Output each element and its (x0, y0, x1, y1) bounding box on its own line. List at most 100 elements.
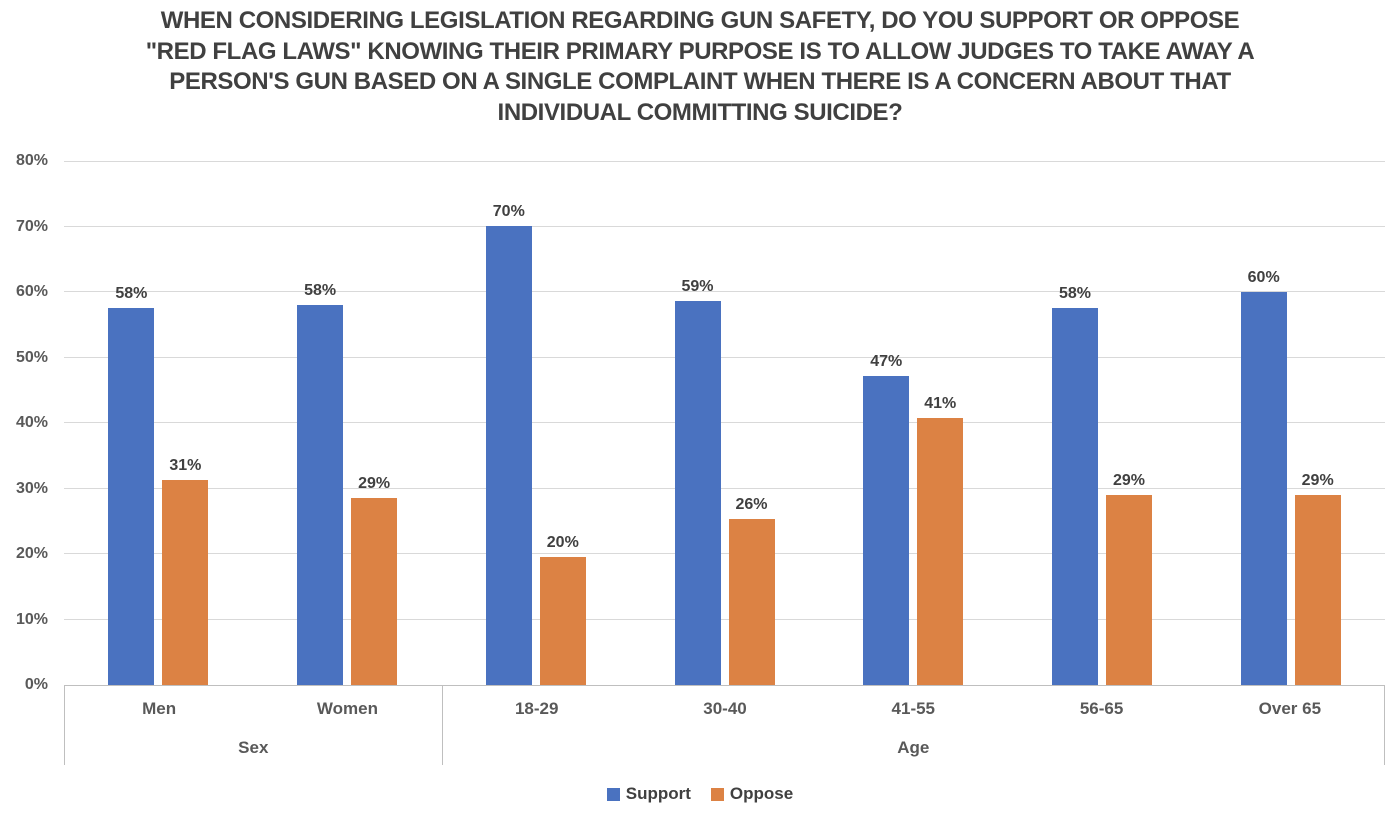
bar-value-label-oppose-56-65: 29% (1112, 472, 1145, 490)
bar-group-41-55: 47% 41% (819, 161, 1008, 685)
legend: Support Oppose (0, 784, 1400, 804)
bar-pair: 58% 31% (108, 161, 209, 685)
bar-group-30-40: 59% 26% (630, 161, 819, 685)
bar-value-label-oppose-18-29: 20% (546, 533, 579, 551)
gridline (64, 487, 1385, 489)
bar-support-56-65 (1051, 308, 1098, 685)
bar-column-support-30-40: 59% (674, 161, 721, 685)
legend-label-support: Support (625, 784, 691, 803)
legend-swatch-support (606, 787, 620, 801)
bar-pair: 58% 29% (1051, 161, 1152, 685)
chart-title-line-2: "RED FLAG LAWS" KNOWING THEIR PRIMARY PU… (145, 37, 1255, 65)
bar-group-56-65: 58% 29% (1008, 161, 1197, 685)
category-label-over-65: Over 65 (1258, 698, 1322, 718)
gridline (64, 161, 1385, 162)
y-tick-label-80-: 80% (15, 152, 48, 169)
bar-column-oppose-30-40: 26% (728, 161, 775, 685)
group-label-sex: Sex (238, 738, 269, 757)
chart-title-line-4: INDIVIDUAL COMMITTING SUICIDE? (497, 98, 903, 126)
gridline (64, 422, 1385, 423)
bar-oppose-30-40 (728, 518, 775, 685)
bar-oppose-men (162, 480, 209, 685)
bar-pair: 60% 29% (1240, 161, 1341, 685)
bar-column-oppose-women: 29% (351, 161, 398, 685)
chart-title: WHEN CONSIDERING LEGISLATION REGARDING G… (0, 6, 1400, 128)
y-tick-label-10-: 10% (15, 610, 48, 628)
bar-oppose-41-55 (917, 417, 964, 685)
category-label-row: 18-29 30-40 41-55 56-65 Over 65 (443, 686, 1384, 731)
gridline (64, 618, 1385, 620)
bar-column-support-18-29: 70% (485, 161, 532, 685)
bar-oppose-over-65 (1294, 495, 1341, 685)
legend-item-support: Support (606, 784, 691, 804)
category-label-41-55: 41-55 (891, 698, 936, 718)
bar-support-over-65 (1240, 292, 1287, 685)
y-tick-label-50-: 50% (15, 348, 48, 366)
y-tick-label-60-: 60% (15, 283, 48, 300)
gridline (64, 356, 1385, 358)
bar-oppose-women (351, 497, 398, 685)
category-group-sex: Men Women Sex (64, 686, 442, 765)
bar-value-label-oppose-41-55: 41% (924, 394, 957, 412)
bar-column-oppose-41-55: 41% (917, 161, 964, 685)
gridline (64, 291, 1385, 292)
bar-groups: 58% 31% 58% 29% 70% 20% 59% 26% 47% 41% 58% 29% 60% 2… (64, 161, 1385, 685)
bar-column-support-56-65: 58% (1051, 161, 1098, 685)
gridline (64, 225, 1385, 227)
plot-area: 58% 31% 58% 29% 70% 20% 59% 26% 47% 41% 58% 29% 60% 2… (64, 161, 1385, 686)
chart-title-line-1: WHEN CONSIDERING LEGISLATION REGARDING G… (160, 7, 1240, 34)
y-tick-label-20-: 20% (15, 545, 48, 562)
bar-oppose-18-29 (539, 556, 586, 685)
bar-support-women (297, 305, 344, 685)
bar-support-men (108, 308, 155, 685)
bar-value-label-support-56-65: 58% (1058, 285, 1091, 303)
bar-group-over-65: 60% 29% (1196, 161, 1385, 685)
bar-column-support-over-65: 60% (1240, 161, 1287, 685)
bar-group-men: 58% 31% (64, 161, 253, 685)
bar-column-support-41-55: 47% (863, 161, 910, 685)
bar-value-label-support-women: 58% (304, 282, 337, 300)
y-tick-label-30-: 30% (15, 479, 48, 497)
bar-group-18-29: 70% 20% (441, 161, 630, 685)
bar-value-label-oppose-over-65: 29% (1301, 472, 1334, 490)
bar-pair: 59% 26% (674, 161, 775, 685)
bar-support-30-40 (674, 300, 721, 685)
category-label-row: Men Women (65, 686, 442, 731)
legend-item-oppose: Oppose (710, 784, 794, 804)
chart-title-line-3: PERSON'S GUN BASED ON A SINGLE COMPLAINT… (169, 68, 1231, 95)
legend-swatch-oppose (710, 787, 724, 801)
bar-value-label-support-18-29: 70% (492, 202, 525, 220)
bar-column-support-women: 58% (297, 161, 344, 685)
bar-column-oppose-over-65: 29% (1294, 161, 1341, 685)
category-label-women: Women (316, 698, 378, 718)
category-label-18-29: 18-29 (514, 698, 559, 718)
y-tick-label-40-: 40% (15, 414, 48, 431)
y-tick-label-0-: 0% (24, 676, 48, 693)
y-tick-label-70-: 70% (15, 217, 48, 235)
gridline (64, 553, 1385, 554)
category-label-56-65: 56-65 (1079, 698, 1124, 718)
legend-label-oppose: Oppose (729, 784, 794, 803)
bar-column-oppose-18-29: 20% (539, 161, 586, 685)
bar-column-oppose-56-65: 29% (1105, 161, 1152, 685)
category-axis: Men Women Sex 18-29 30-40 41-55 56-65 Over 65 Ag… (64, 686, 1385, 765)
bar-support-41-55 (863, 375, 910, 685)
bar-value-label-oppose-women: 29% (358, 474, 391, 492)
group-label-age: Age (897, 738, 930, 757)
bar-value-label-support-men: 58% (115, 285, 148, 303)
bar-support-18-29 (485, 225, 532, 685)
bar-value-label-support-30-40: 59% (681, 277, 714, 295)
category-label-men: Men (142, 698, 177, 718)
category-label-30-40: 30-40 (703, 698, 747, 718)
bar-pair: 70% 20% (485, 161, 586, 685)
category-group-age: 18-29 30-40 41-55 56-65 Over 65 Age (441, 686, 1385, 765)
bar-column-support-men: 58% (108, 161, 155, 685)
y-axis-labels: 0% 10% 20% 30% 40% 50% 60% 70% 80% (0, 152, 48, 693)
bar-value-label-oppose-men: 31% (169, 457, 202, 474)
bar-value-label-support-over-65: 60% (1247, 269, 1280, 286)
bar-pair: 47% 41% (863, 161, 964, 685)
bar-oppose-56-65 (1105, 495, 1152, 685)
bar-column-oppose-men: 31% (162, 161, 209, 685)
bar-value-label-oppose-30-40: 26% (735, 495, 768, 513)
